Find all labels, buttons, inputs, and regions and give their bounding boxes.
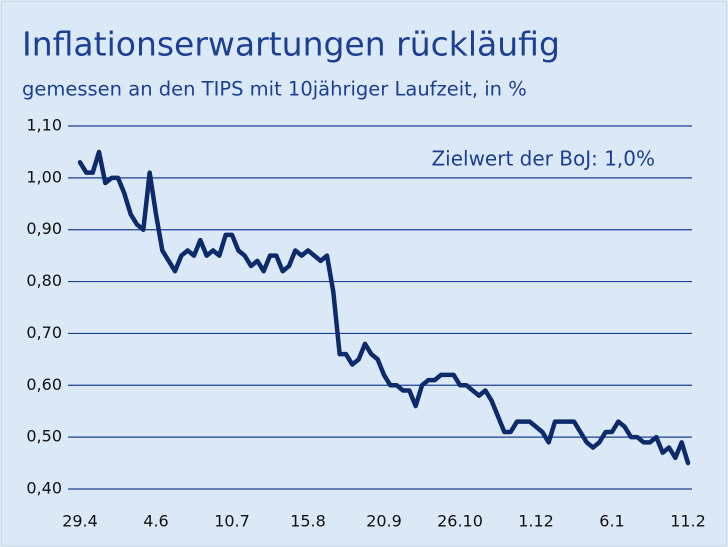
y-tick-label: 0,90 (26, 219, 62, 238)
chart-title: Inflationserwartungen rückläufig (22, 25, 560, 64)
y-tick-label: 1,10 (26, 116, 62, 135)
chart-subtitle: gemessen an den TIPS mit 10jähriger Lauf… (22, 78, 527, 101)
y-tick-label: 0,80 (26, 271, 62, 290)
x-tick-label: 29.4 (62, 512, 98, 531)
x-tick-label: 1.12 (518, 512, 554, 531)
x-tick-label: 6.1 (599, 512, 624, 531)
annotation: Zielwert der BoJ: 1,0% (431, 147, 655, 171)
x-tick-label: 26.10 (437, 512, 483, 531)
x-tick-label: 11.2 (670, 512, 706, 531)
x-tick-label: 10.7 (214, 512, 250, 531)
y-tick-label: 1,00 (26, 167, 62, 186)
data-line (77, 149, 691, 466)
y-tick-label: 0,40 (26, 479, 62, 498)
y-tick-label: 0,50 (26, 427, 62, 446)
x-tick-label: 20.9 (366, 512, 402, 531)
x-tick-label: 4.6 (143, 512, 168, 531)
y-tick-label: 0,70 (26, 323, 62, 342)
y-tick-label: 0,60 (26, 375, 62, 394)
x-tick-label: 15.8 (290, 512, 326, 531)
